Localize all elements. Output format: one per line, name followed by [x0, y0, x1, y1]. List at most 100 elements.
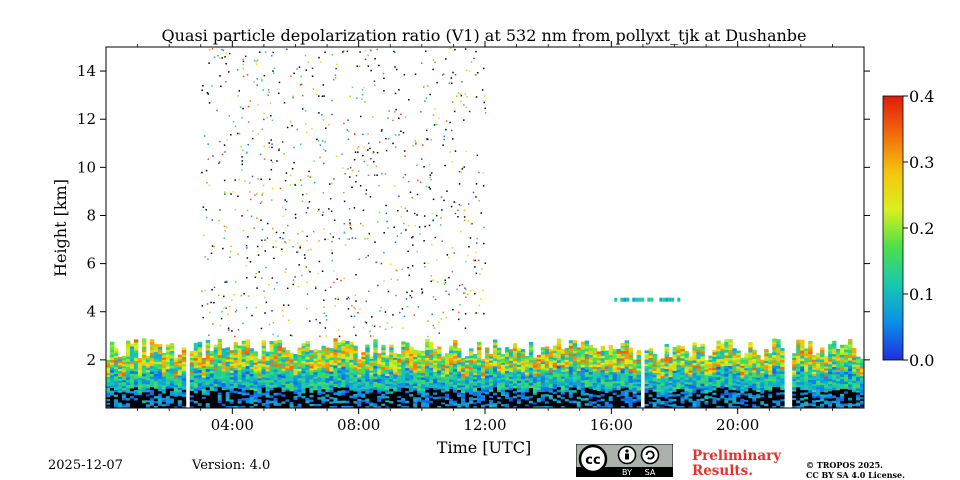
heatmap-cell [528, 359, 534, 363]
heatmap-cell [720, 400, 725, 404]
heatmap-cell [500, 383, 506, 386]
heatmap-cell [281, 405, 286, 409]
heatmap-cell [241, 382, 247, 386]
heatmap-cell [540, 396, 546, 400]
heatmap-cell [560, 389, 566, 393]
heatmap-cell [217, 370, 223, 374]
heatmap-cell [540, 372, 546, 376]
heatmap-cell [449, 362, 454, 366]
heatmap-cell [836, 387, 841, 391]
heatmap-cell [696, 365, 701, 369]
heatmap-cell [680, 377, 685, 380]
heatmap-cell [125, 348, 131, 352]
heatmap-cell [852, 361, 857, 365]
heatmap-cell [121, 375, 127, 379]
heatmap-cell [473, 405, 478, 409]
heatmap-cell [800, 381, 805, 385]
heatmap-cell [720, 395, 725, 399]
heatmap-cell [425, 341, 430, 345]
heatmap-cell [321, 367, 326, 371]
heatmap-cell [840, 381, 845, 385]
heatmap-cell [133, 347, 139, 351]
heatmap-cell [716, 389, 721, 393]
heatmap-cell [636, 401, 641, 404]
heatmap-cell [724, 376, 729, 380]
heatmap-cell [289, 378, 294, 381]
heatmap-cell [659, 297, 663, 302]
heatmap-cell [285, 376, 290, 380]
heatmap-cell [257, 406, 262, 409]
heatmap-cell [209, 399, 215, 402]
heatmap-cell [465, 382, 470, 385]
heatmap-cell [324, 150, 327, 152]
heatmap-cell [445, 363, 450, 367]
heatmap-cell [129, 353, 135, 357]
heatmap-cell [377, 382, 382, 386]
heatmap-cell [856, 358, 861, 361]
heatmap-cell [421, 352, 426, 356]
heatmap-cell [133, 389, 139, 393]
heatmap-cell [520, 387, 526, 391]
heatmap-cell [772, 351, 777, 356]
heatmap-cell [341, 353, 346, 357]
heatmap-cell [353, 384, 358, 387]
heatmap-cell [213, 376, 219, 380]
heatmap-cell [433, 348, 438, 352]
heatmap-cell [301, 365, 306, 369]
heatmap-cell [604, 363, 610, 367]
heatmap-cell [381, 405, 386, 409]
heatmap-cell [768, 380, 773, 384]
heatmap-cell [720, 348, 725, 352]
heatmap-cell [496, 377, 502, 381]
heatmap-cell [716, 400, 721, 404]
heatmap-cell [397, 387, 402, 390]
heatmap-cell [652, 360, 657, 363]
heatmap-cell [317, 352, 322, 356]
heatmap-cell [776, 352, 781, 356]
heatmap-cell [608, 369, 614, 373]
heatmap-cell [612, 349, 618, 352]
heatmap-cell [317, 394, 322, 398]
heatmap-cell [353, 381, 358, 385]
heatmap-cell [528, 387, 534, 391]
heatmap-cell [700, 390, 705, 394]
heatmap-cell [157, 376, 163, 379]
heatmap-cell [269, 371, 274, 375]
heatmap-cell [572, 387, 578, 391]
heatmap-cell [708, 377, 713, 381]
heatmap-cell [353, 345, 358, 349]
heatmap-cell [385, 371, 390, 374]
heatmap-cell [109, 390, 115, 394]
heatmap-cell [301, 353, 306, 357]
heatmap-cell [433, 387, 438, 391]
heatmap-cell [576, 354, 582, 358]
heatmap-cell [401, 372, 406, 376]
heatmap-cell [712, 354, 717, 357]
heatmap-cell [193, 375, 199, 379]
heatmap-cell [704, 400, 709, 403]
heatmap-cell [437, 400, 442, 404]
heatmap-cell [796, 342, 801, 346]
heatmap-cell [325, 401, 330, 404]
heatmap-cell [217, 405, 223, 409]
heatmap-cell [445, 376, 450, 379]
heatmap-cell [385, 373, 390, 376]
heatmap-cell [848, 346, 853, 350]
heatmap-cell [832, 400, 837, 404]
heatmap-cell [145, 393, 151, 397]
heatmap-cell [225, 368, 231, 372]
heatmap-cell [377, 368, 382, 371]
heatmap-cell [181, 389, 187, 393]
heatmap-cell [756, 383, 761, 386]
heatmap-cell [333, 378, 338, 382]
heatmap-cell [632, 376, 637, 379]
heatmap-cell [429, 359, 434, 363]
heatmap-cell [149, 389, 155, 393]
heatmap-cell [145, 367, 151, 371]
heatmap-cell [441, 372, 446, 375]
heatmap-cell [576, 356, 582, 360]
heatmap-cell [221, 387, 227, 391]
heatmap-cell [840, 361, 845, 365]
heatmap-cell [740, 369, 745, 372]
heatmap-cell [329, 350, 334, 354]
